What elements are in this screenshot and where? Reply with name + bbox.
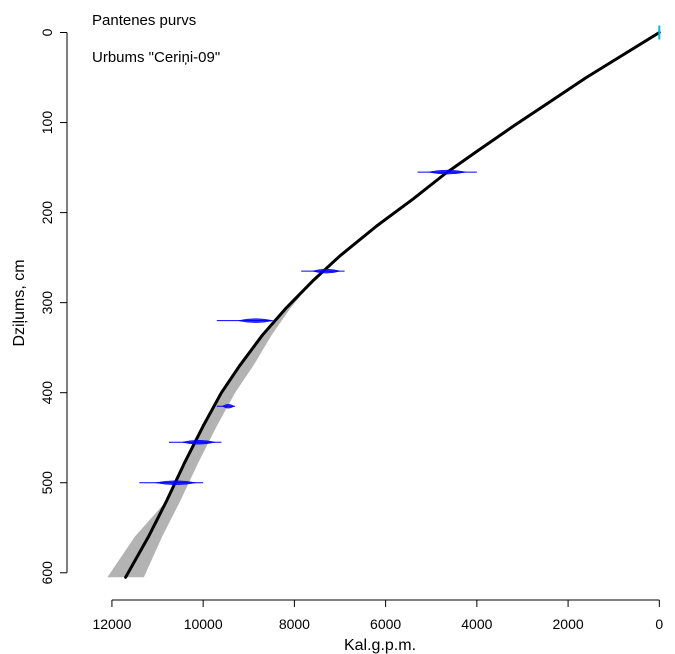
annotation-core: Urbums "Ceriņi-09" [92,49,220,66]
age-depth-line [124,31,661,579]
x-ticks: 12000 10000 8000 6000 4000 2000 0 [92,600,663,632]
uncertainty-band-layer [107,32,660,578]
y-tick-label: 200 [39,201,55,225]
x-tick-label: 6000 [370,616,401,632]
x-tick-label: 0 [655,616,663,632]
x-tick-label: 4000 [461,616,492,632]
y-tick-label: 0 [39,28,55,36]
date-probability [181,439,216,445]
uncertainty-band [107,32,660,578]
x-tick-label: 8000 [279,616,310,632]
date-probability [221,403,235,409]
x-tick-label: 10000 [184,616,223,632]
y-tick-label: 300 [39,291,55,315]
model-line-layer [124,31,661,579]
y-tick-label: 500 [39,471,55,495]
y-tick-label: 600 [39,561,55,585]
y-axis-title: Dziļums, cm [11,259,28,346]
x-axis-title: Kal.g.p.m. [344,637,416,654]
y-tick-label: 100 [39,111,55,135]
y-tick-label: 400 [39,381,55,405]
y-ticks: 0 100 200 300 400 500 600 [39,28,67,584]
x-tick-label: 2000 [553,616,584,632]
x-tick-label: 12000 [92,616,131,632]
date-probability [311,268,342,274]
date-probability [155,480,197,485]
date-probability [428,169,467,175]
annotation-site: Pantenes purvs [92,12,196,29]
date-probability [238,318,274,323]
dates-layer [139,25,661,485]
